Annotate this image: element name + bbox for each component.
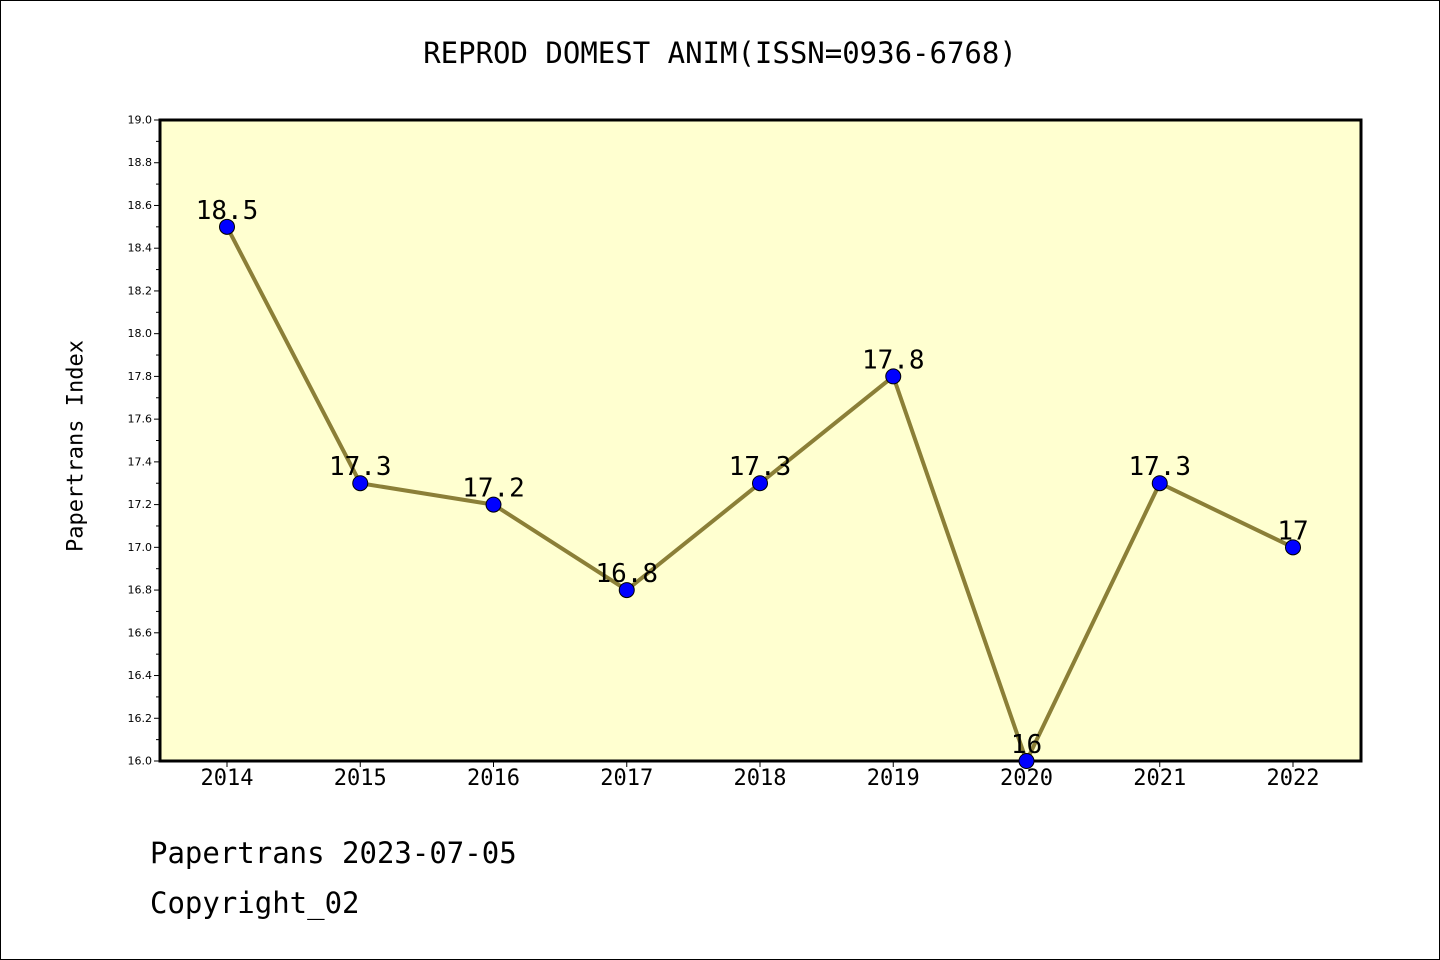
y-tick-label: 18.2 bbox=[128, 284, 153, 297]
data-label: 17.2 bbox=[462, 474, 525, 504]
x-tick-label: 2021 bbox=[1133, 766, 1186, 791]
y-tick-label: 18.0 bbox=[128, 327, 153, 340]
y-tick-label: 18.8 bbox=[128, 156, 153, 169]
y-tick-label: 17.8 bbox=[128, 370, 153, 383]
y-tick-label: 17.6 bbox=[128, 413, 153, 426]
data-label: 18.5 bbox=[196, 196, 259, 226]
chart-title: REPROD DOMEST ANIM(ISSN=0936-6768) bbox=[423, 36, 1017, 70]
data-label: 17 bbox=[1277, 516, 1308, 546]
y-tick-label: 18.4 bbox=[128, 242, 153, 255]
data-label: 16 bbox=[1011, 730, 1042, 760]
footer-copyright: Copyright_02 bbox=[150, 886, 360, 920]
y-tick-label: 17.4 bbox=[128, 455, 153, 468]
data-label: 17.8 bbox=[862, 345, 925, 375]
x-tick-label: 2016 bbox=[467, 766, 520, 791]
data-label: 17.3 bbox=[1128, 452, 1191, 482]
y-tick-label: 16.0 bbox=[128, 755, 153, 768]
data-point bbox=[1285, 539, 1301, 556]
data-label: 16.8 bbox=[595, 559, 658, 589]
y-tick-label: 16.6 bbox=[128, 626, 153, 639]
y-tick-label: 16.8 bbox=[128, 584, 153, 597]
x-axis: 2014 2015 2016 2017 2018 2019 2020 2021 2022 bbox=[201, 761, 1320, 791]
data-point bbox=[485, 496, 502, 513]
y-tick-label: 16.4 bbox=[128, 669, 153, 682]
x-tick-label: 2015 bbox=[334, 766, 387, 791]
data-label: 17.3 bbox=[329, 452, 392, 482]
data-point bbox=[352, 475, 369, 492]
data-point bbox=[752, 475, 768, 492]
y-tick-label: 18.6 bbox=[128, 199, 153, 212]
y-tick-label: 17.2 bbox=[128, 498, 153, 511]
data-labels: 18.5 17.3 17.2 16.8 17.3 17.8 16 17.3 17 bbox=[196, 196, 1309, 760]
data-point bbox=[219, 218, 235, 235]
x-tick-label: 2019 bbox=[867, 766, 920, 791]
data-points bbox=[219, 218, 1301, 769]
y-tick-label: 19.0 bbox=[128, 114, 153, 127]
x-tick-label: 2020 bbox=[1000, 766, 1053, 791]
data-point bbox=[1018, 753, 1035, 769]
y-tick-label: 16.2 bbox=[128, 712, 153, 725]
x-tick-label: 2017 bbox=[600, 766, 653, 791]
x-tick-label: 2014 bbox=[201, 766, 254, 791]
x-tick-label: 2018 bbox=[734, 766, 787, 791]
plot-area bbox=[158, 118, 1363, 763]
data-label: 17.3 bbox=[729, 452, 792, 482]
y-tick-label: 17.0 bbox=[128, 541, 153, 554]
y-axis: 16.0 16.2 16.4 16.6 16.8 17.0 17.2 17.4 17.6 17.8… bbox=[128, 114, 160, 768]
data-point bbox=[1151, 475, 1168, 492]
data-point bbox=[885, 368, 902, 385]
footer-date: Papertrans 2023-07-05 bbox=[150, 836, 517, 870]
data-point bbox=[618, 582, 635, 599]
x-tick-label: 2022 bbox=[1267, 766, 1320, 791]
